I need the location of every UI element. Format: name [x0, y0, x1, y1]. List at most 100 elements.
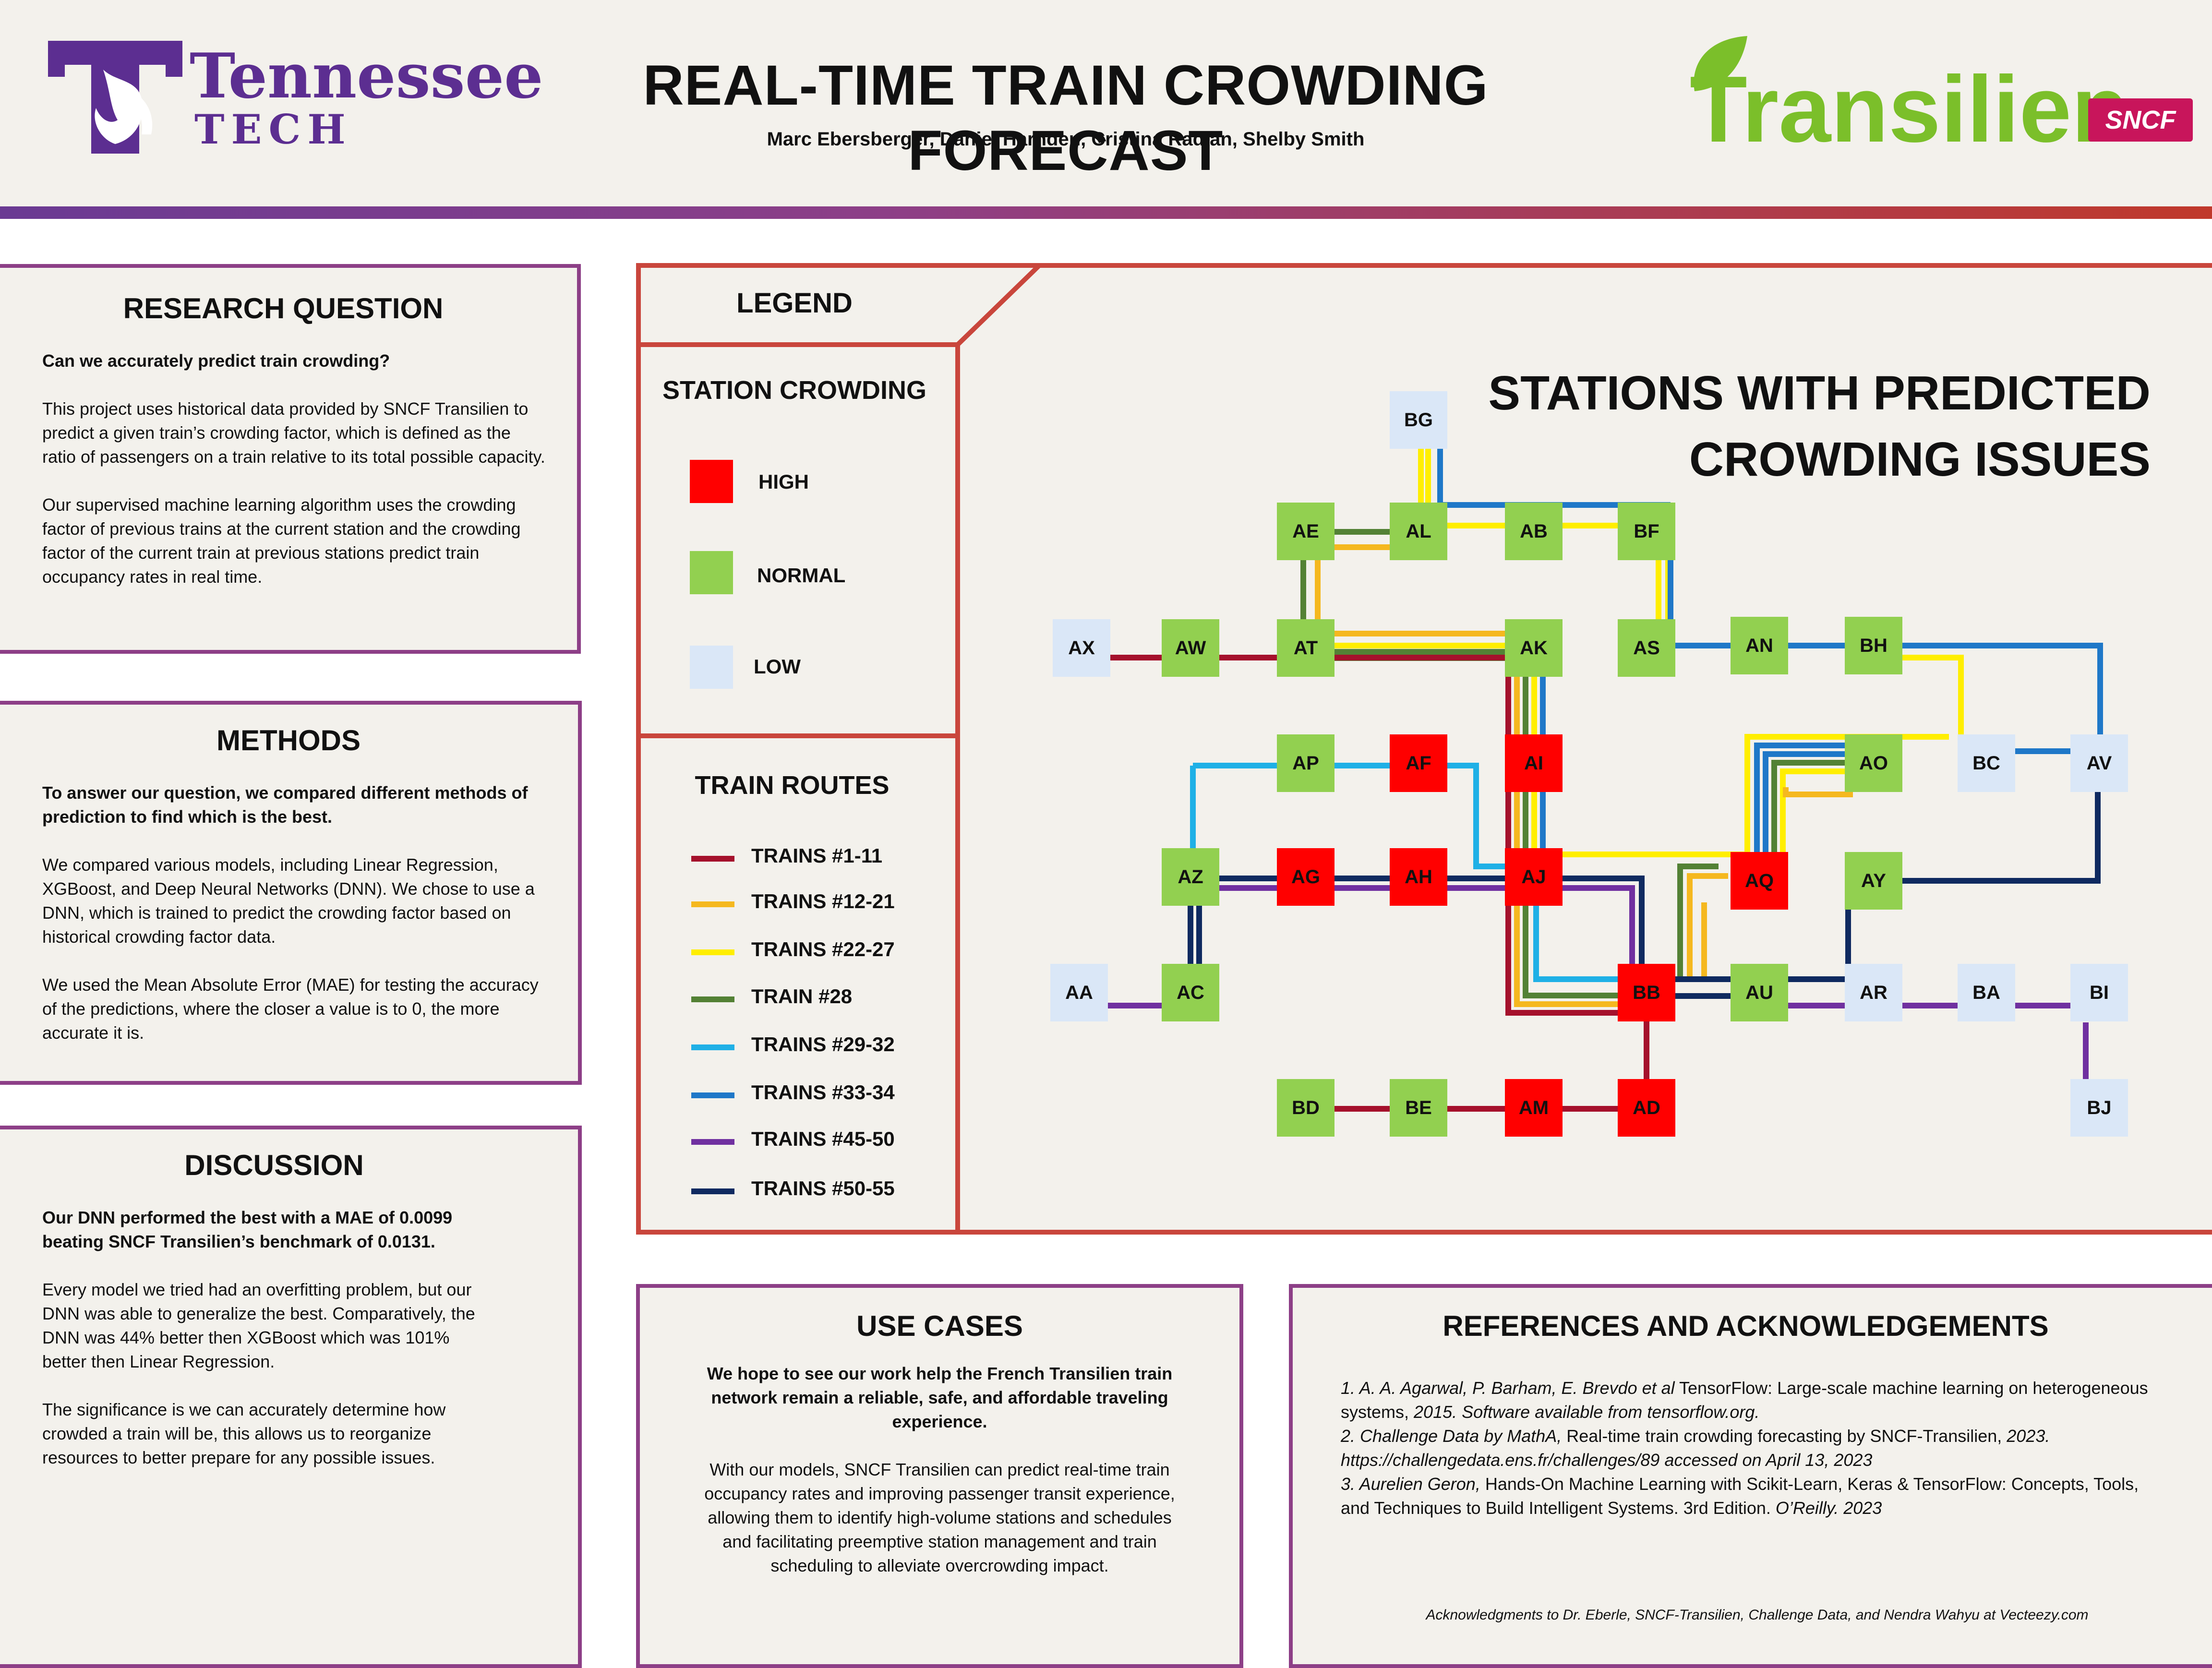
high-label: HIGH — [758, 470, 809, 493]
research-question-panel: RESEARCH QUESTION Can we accurately pred… — [0, 264, 581, 654]
route-label: TRAINS #12-21 — [751, 890, 895, 912]
reference-2-rest: 2023. https://challengedata.ens.fr/chall… — [1341, 1426, 2050, 1470]
legend-heading: LEGEND — [736, 288, 853, 319]
station-aq: AQ — [1731, 852, 1788, 910]
route-line — [1780, 768, 1853, 895]
station-crowding-heading: STATION CROWDING — [662, 376, 926, 405]
route-line — [1193, 763, 1642, 982]
use-cases-panel: USE CASES We hope to see our work help t… — [636, 1284, 1243, 1668]
low-label: LOW — [754, 655, 801, 678]
station-ax: AX — [1053, 619, 1110, 677]
methods-body: To answer our question, we compared diff… — [42, 781, 549, 1045]
route-line — [1763, 751, 1853, 881]
page-title: REAL-TIME TRAIN CROWDING FORECAST — [643, 54, 1489, 182]
reference-2: 2. Challenge Data by MathA, Real-time tr… — [1341, 1424, 2160, 1472]
station-at: AT — [1277, 619, 1334, 677]
station-bg: BG — [1390, 391, 1447, 449]
reference-1: 1. A. A. Agarwal, P. Barham, E. Brevdo e… — [1341, 1376, 2160, 1424]
route-line — [1668, 643, 2103, 763]
station-bc: BC — [1958, 734, 2015, 792]
station-ab: AB — [1505, 503, 1563, 560]
station-ai: AI — [1505, 734, 1563, 792]
reference-3-title: Hands-On Machine Learning with Scikit-Le… — [1341, 1474, 2139, 1518]
tennessee-tech-logo-icon — [48, 41, 182, 154]
station-aj: AJ — [1505, 848, 1563, 906]
station-ag: AG — [1277, 848, 1334, 906]
reference-3-rest: O’Reilly. 2023 — [1775, 1498, 1882, 1518]
station-bj: BJ — [2070, 1079, 2128, 1137]
reference-2-authors: 2. Challenge Data by MathA, — [1341, 1426, 1562, 1446]
route-line — [1193, 885, 1635, 979]
use-cases-p1: With our models, SNCF Transilien can pre… — [704, 1460, 1175, 1575]
sncf-badge: SNCF — [2088, 98, 2193, 142]
route-label: TRAINS #50-55 — [751, 1177, 895, 1200]
route-swatch — [691, 1092, 734, 1098]
low-swatch — [690, 646, 733, 689]
station-ak: AK — [1505, 619, 1563, 677]
discussion-heading: DISCUSSION — [184, 1149, 364, 1181]
route-swatch — [691, 901, 734, 907]
route-swatch — [691, 1139, 734, 1145]
station-ao: AO — [1845, 734, 1902, 792]
route-label: TRAINS #33-34 — [751, 1081, 895, 1104]
route-line — [1531, 677, 1747, 857]
discussion-p2: The significance is we can accurately de… — [42, 1400, 446, 1467]
station-bd: BD — [1277, 1079, 1334, 1137]
route-line — [1677, 864, 1719, 979]
station-aw: AW — [1162, 619, 1219, 677]
route-line — [1315, 557, 1507, 636]
route-line — [1193, 876, 1645, 979]
station-ah: AH — [1390, 848, 1447, 906]
map-title-line2: CROWDING ISSUES — [1689, 432, 2151, 486]
use-cases-lead: We hope to see our work help the French … — [707, 1364, 1173, 1431]
methods-p1: We compared various models, including Li… — [42, 855, 535, 947]
tennessee-wordmark: Tennessee — [190, 40, 543, 112]
discussion-p1: Every model we tried had an overfitting … — [42, 1280, 475, 1371]
references-panel: REFERENCES AND ACKNOWLEDGEMENTS 1. A. A.… — [1289, 1284, 2212, 1668]
reference-3: 3. Aurelien Geron, Hands-On Machine Lear… — [1341, 1472, 2160, 1520]
methods-lead: To answer our question, we compared diff… — [42, 783, 528, 827]
route-line — [1771, 760, 1853, 888]
high-swatch — [690, 460, 733, 503]
use-cases-heading: USE CASES — [856, 1310, 1023, 1342]
route-label: TRAINS #29-32 — [751, 1033, 895, 1056]
route-line — [1783, 787, 1853, 797]
station-as: AS — [1618, 619, 1675, 677]
transilien-wordmark: Transilien — [1690, 57, 2129, 162]
research-question-p1: This project uses historical data provid… — [42, 399, 545, 467]
route-label: TRAINS #45-50 — [751, 1128, 895, 1150]
route-label: TRAINS #1-11 — [751, 844, 883, 867]
route-label: TRAINS #22-27 — [751, 938, 895, 960]
station-az: AZ — [1162, 848, 1219, 906]
station-ad: AD — [1618, 1079, 1675, 1137]
station-bi: BI — [2070, 964, 2128, 1021]
station-ac: AC — [1162, 964, 1219, 1021]
research-question-p2: Our supervised machine learning algorith… — [42, 495, 521, 587]
research-question-heading: RESEARCH QUESTION — [123, 292, 444, 324]
train-routes-heading: TRAIN ROUTES — [695, 771, 890, 800]
station-bb: BB — [1618, 964, 1675, 1021]
route-swatch — [691, 1188, 734, 1194]
discussion-body: Our DNN performed the best with a MAE of… — [42, 1206, 496, 1470]
methods-panel: METHODS To answer our question, we compa… — [0, 701, 582, 1085]
methods-p2: We used the Mean Absolute Error (MAE) fo… — [42, 975, 539, 1043]
station-ba: BA — [1958, 964, 2015, 1021]
station-al: AL — [1390, 503, 1447, 560]
route-swatch — [691, 856, 734, 862]
normal-label: NORMAL — [757, 564, 846, 587]
discussion-lead: Our DNN performed the best with a MAE of… — [42, 1208, 453, 1251]
research-question-text: Can we accurately predict train crowding… — [42, 351, 390, 371]
research-question-body: Can we accurately predict train crowding… — [42, 349, 548, 589]
station-av: AV — [2070, 734, 2128, 792]
station-af: AF — [1390, 734, 1447, 792]
route-line — [1754, 743, 1853, 874]
station-ae: AE — [1277, 503, 1334, 560]
route-swatch — [691, 1044, 734, 1050]
tech-wordmark: TECH — [194, 106, 352, 153]
reference-1-rest: 2015. Software available from tensorflow… — [1414, 1402, 1760, 1422]
map-title-line1: STATIONS WITH PREDICTED — [1488, 366, 2151, 420]
acknowledgments: Acknowledgments to Dr. Eberle, SNCF-Tran… — [1426, 1607, 2089, 1623]
reference-1-title: TensorFlow: Large-scale machine learning… — [1341, 1378, 2148, 1422]
station-bf: BF — [1618, 503, 1675, 560]
methods-heading: METHODS — [216, 724, 361, 756]
